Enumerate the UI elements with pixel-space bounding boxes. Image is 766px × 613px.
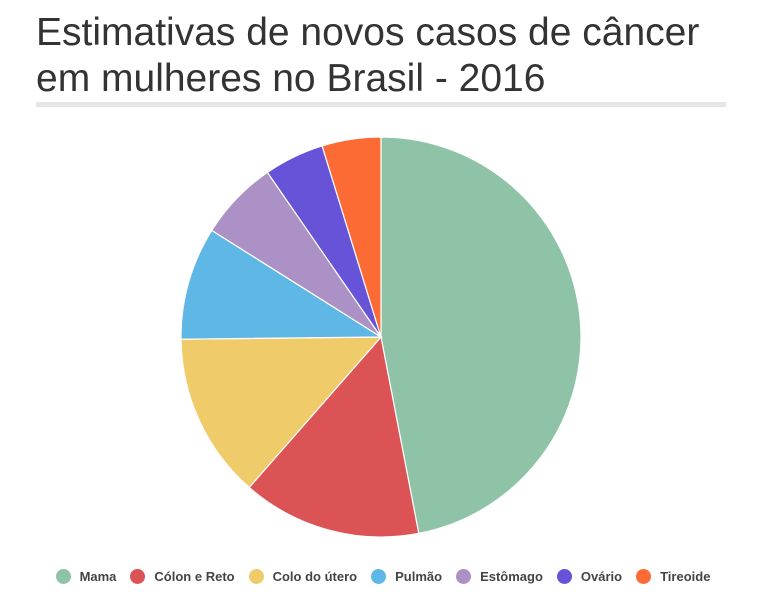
legend-label: Mama bbox=[79, 568, 117, 584]
legend-swatch-icon bbox=[130, 568, 146, 584]
legend-swatch-icon bbox=[556, 568, 572, 584]
legend-label: Cólon e Reto bbox=[154, 568, 235, 584]
pie-slice-pulmao bbox=[180, 229, 384, 340]
legend-item-ovario: Ovário bbox=[556, 568, 623, 584]
pie-slice-mama bbox=[380, 136, 582, 535]
chart-legend: Mama Cólon e Reto Colo do útero Pulmão Estôm… bbox=[0, 564, 766, 588]
pie-slice-colo-do-utero bbox=[180, 336, 383, 489]
chart-title: Estimativas de novos casos de câncer em … bbox=[36, 11, 700, 100]
legend-item-estomago: Estômago bbox=[456, 568, 543, 584]
legend-swatch-icon bbox=[248, 568, 264, 584]
legend-item-mama: Mama bbox=[55, 568, 117, 584]
legend-item-pulmao: Pulmão bbox=[371, 568, 443, 584]
legend-label: Pulmão bbox=[395, 568, 443, 584]
legend-swatch-icon bbox=[456, 568, 472, 584]
legend-item-colo-do-utero: Colo do útero bbox=[248, 568, 358, 584]
legend-swatch-icon bbox=[55, 568, 71, 584]
title-divider bbox=[36, 102, 726, 107]
legend-label: Ovário bbox=[580, 568, 623, 584]
pie-chart bbox=[180, 136, 582, 538]
legend-label: Tireoide bbox=[660, 568, 711, 584]
legend-swatch-icon bbox=[371, 568, 387, 584]
legend-label: Estômago bbox=[480, 568, 543, 584]
legend-item-colon-e-reto: Cólon e Reto bbox=[130, 568, 235, 584]
pie-slice-tireoide bbox=[321, 136, 382, 338]
legend-label: Colo do útero bbox=[272, 568, 358, 584]
legend-swatch-icon bbox=[636, 568, 652, 584]
pie-slice-colon-e-reto bbox=[248, 335, 420, 538]
legend-item-tireoide: Tireoide bbox=[636, 568, 711, 584]
